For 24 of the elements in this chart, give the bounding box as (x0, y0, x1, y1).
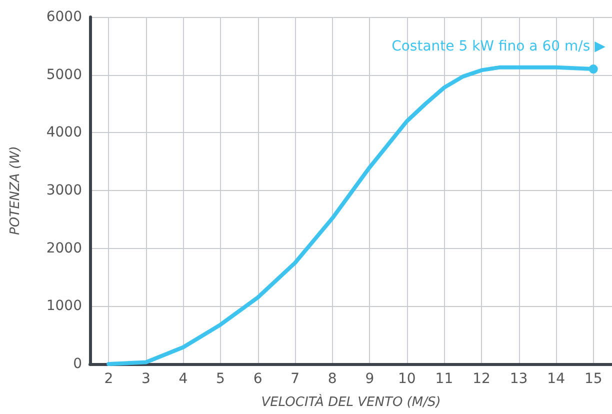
x-tick-label: 13 (510, 371, 528, 387)
x-tick-label: 11 (435, 371, 454, 387)
y-tick-label: 2000 (46, 240, 82, 256)
x-tick-label: 2 (104, 371, 114, 387)
y-tick-label: 5000 (46, 66, 82, 83)
y-tick-label: 3000 (46, 182, 82, 198)
y-tick-label: 6000 (46, 9, 82, 25)
y-tick-label: 4000 (46, 124, 82, 141)
y-axis-title: POTENZA (W) (8, 146, 23, 235)
y-tick-label: 0 (73, 356, 82, 372)
x-tick-label: 10 (398, 371, 416, 387)
x-tick-label: 12 (472, 371, 490, 387)
x-tick-label: 6 (253, 371, 262, 387)
x-tick-label: 15 (584, 371, 602, 387)
x-tick-label: 4 (178, 371, 188, 387)
x-tick-label: 9 (365, 371, 374, 387)
x-tick-label: 5 (216, 371, 225, 387)
x-tick-label: 8 (328, 371, 337, 387)
y-tick-label: 1000 (46, 298, 82, 314)
x-axis-title: VELOCITÀ DEL VENTO (M/S) (261, 393, 441, 410)
x-tick-label: 14 (547, 371, 566, 387)
x-tick-label: 3 (141, 371, 150, 387)
annotation: Costante 5 kW fino a 60 m/s ▶ (392, 38, 606, 55)
x-tick-label: 7 (290, 371, 300, 387)
